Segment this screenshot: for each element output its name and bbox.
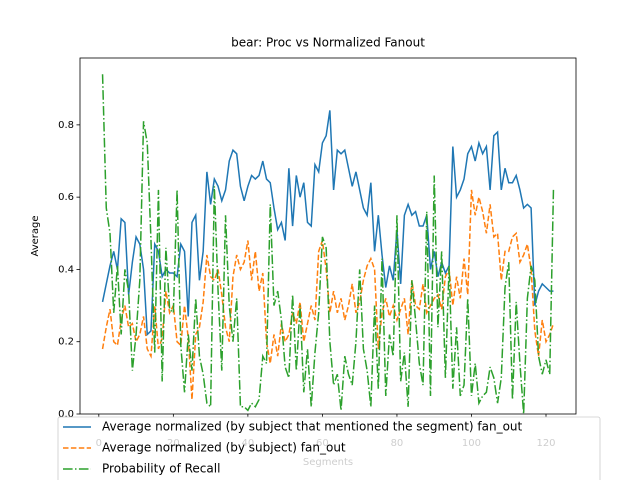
- plot-frame: [79, 57, 577, 415]
- legend-box: [57, 416, 601, 484]
- y-tick-label: 0.0: [58, 409, 74, 420]
- y-tick-label: 0.2: [58, 337, 74, 348]
- y-axis-label: Average: [30, 215, 41, 256]
- series-line: [101, 110, 554, 337]
- y-tick-label: 0.4: [58, 264, 74, 275]
- legend: Average normalized (by subject that ment…: [57, 416, 601, 484]
- series-line: [101, 74, 555, 415]
- chart-title: bear: Proc vs Normalized Fanout: [231, 36, 425, 50]
- legend-label: Average normalized (by subject that ment…: [102, 420, 523, 434]
- legend-label: Probability of Recall: [102, 462, 220, 476]
- y-tick-label: 0.8: [58, 120, 74, 131]
- legend-label: Average normalized (by subject) fan_out: [102, 441, 346, 455]
- y-tick-label: 0.6: [58, 192, 74, 203]
